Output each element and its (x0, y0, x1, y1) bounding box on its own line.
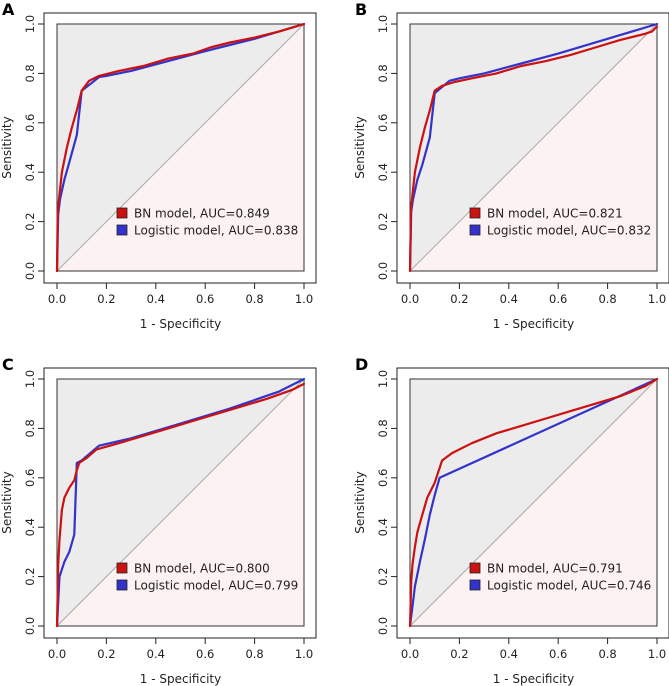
y-tick-label: 0.8 (23, 419, 37, 437)
bn-roc-line (408, 377, 659, 628)
x-tick-label: 1.0 (295, 292, 313, 306)
plot-frame (396, 12, 669, 284)
x-tick-label: 0.0 (48, 647, 66, 661)
x-tick-label: 0.6 (196, 647, 214, 661)
y-tick-label: 0.2 (376, 567, 390, 585)
x-tick-label: 0.2 (450, 647, 468, 661)
legend-logistic-label: Logistic model, AUC=0.746 (487, 579, 651, 593)
y-tick-label: 0.6 (23, 469, 37, 487)
reference-box (409, 23, 658, 272)
x-axis-label: 1 - Specificity (493, 317, 574, 331)
x-tick-label: 0.0 (401, 292, 419, 306)
chance-diagonal (56, 23, 305, 272)
legend-logistic-swatch (116, 579, 128, 591)
x-tick-label: 0.0 (48, 292, 66, 306)
reference-box (409, 378, 658, 627)
x-tick-label: 0.8 (245, 647, 263, 661)
y-tick-label: 0.6 (376, 114, 390, 132)
x-tick-label: 0.2 (450, 292, 468, 306)
chance-diagonal (409, 23, 658, 272)
x-tick-label: 1.0 (648, 647, 666, 661)
y-tick-label: 0.8 (23, 64, 37, 82)
y-tick-label: 0.6 (23, 114, 37, 132)
y-tick-label: 1.0 (376, 370, 390, 388)
panel-letter: C (2, 355, 14, 374)
panel-letter: A (2, 0, 15, 19)
bn-roc-line (408, 25, 659, 273)
panel-b: 0.0 0.2 0.4 0.6 0.8 1.0 0.0 0.2 0.4 0.6 0.8 1.0 1 - … (353, 0, 669, 331)
y-tick-label: 0.0 (23, 262, 37, 280)
legend-bn-label: BN model, AUC=0.821 (487, 207, 623, 221)
x-tick-label: 0.6 (549, 647, 567, 661)
x-axis-label: 1 - Specificity (140, 317, 221, 331)
y-tick-label: 0.0 (376, 262, 390, 280)
legend-logistic-swatch (469, 579, 481, 591)
x-tick-label: 0.6 (196, 292, 214, 306)
chance-diagonal (56, 378, 305, 627)
y-axis-label: Sensitivity (353, 471, 367, 533)
y-tick-label: 0.6 (376, 469, 390, 487)
y-tick-label: 1.0 (23, 15, 37, 33)
bn-roc-line (55, 22, 306, 273)
legend-logistic-swatch (116, 224, 128, 236)
panel-a: 0.0 0.2 0.4 0.6 0.8 1.0 0.0 0.2 0.4 0.6 0.8 1.0 1 - … (0, 0, 317, 331)
bn-roc-line (55, 382, 306, 628)
y-tick-label: 0.4 (376, 518, 390, 536)
y-tick-label: 0.2 (23, 567, 37, 585)
chance-diagonal (409, 378, 658, 627)
legend-logistic-label: Logistic model, AUC=0.832 (487, 224, 651, 238)
legend-logistic-swatch (469, 224, 481, 236)
y-tick-label: 0.2 (376, 212, 390, 230)
panel-d: 0.0 0.2 0.4 0.6 0.8 1.0 0.0 0.2 0.4 0.6 0.8 1.0 1 - … (353, 355, 669, 686)
y-tick-label: 1.0 (23, 370, 37, 388)
y-tick-label: 0.2 (23, 212, 37, 230)
x-tick-label: 0.4 (500, 647, 518, 661)
x-tick-label: 0.8 (598, 647, 616, 661)
x-tick-label: 1.0 (648, 292, 666, 306)
legend-bn-swatch (116, 562, 128, 574)
x-tick-label: 0.4 (500, 292, 518, 306)
plot-frame (43, 12, 317, 284)
x-tick-label: 1.0 (295, 647, 313, 661)
x-tick-label: 0.4 (147, 292, 165, 306)
legend-bn-swatch (116, 207, 128, 219)
legend-bn-swatch (469, 207, 481, 219)
legend-logistic-label: Logistic model, AUC=0.838 (134, 224, 298, 238)
x-tick-label: 0.4 (147, 647, 165, 661)
legend-bn-swatch (469, 562, 481, 574)
y-axis-label: Sensitivity (353, 116, 367, 178)
logistic-roc-line (55, 22, 306, 273)
y-tick-label: 0.0 (376, 617, 390, 635)
x-tick-label: 0.6 (549, 292, 567, 306)
plot-frame (43, 367, 317, 639)
panel-c: 0.0 0.2 0.4 0.6 0.8 1.0 0.0 0.2 0.4 0.6 0.8 1.0 1 - … (0, 355, 317, 686)
y-tick-label: 0.4 (23, 518, 37, 536)
y-tick-label: 0.8 (376, 64, 390, 82)
y-tick-label: 0.8 (376, 419, 390, 437)
x-tick-label: 0.2 (97, 292, 115, 306)
y-tick-label: 1.0 (376, 15, 390, 33)
y-tick-label: 0.4 (23, 163, 37, 181)
x-axis-label: 1 - Specificity (493, 672, 574, 686)
legend-bn-label: BN model, AUC=0.849 (134, 207, 270, 221)
legend-logistic-label: Logistic model, AUC=0.799 (134, 579, 298, 593)
y-tick-label: 0.0 (23, 617, 37, 635)
x-axis-label: 1 - Specificity (140, 672, 221, 686)
y-tick-label: 0.4 (376, 163, 390, 181)
panel-letter: D (355, 355, 368, 374)
y-axis-label: Sensitivity (0, 471, 14, 533)
x-tick-label: 0.0 (401, 647, 419, 661)
reference-box (56, 378, 305, 627)
y-axis-label: Sensitivity (0, 116, 14, 178)
legend-bn-label: BN model, AUC=0.800 (134, 562, 270, 576)
x-tick-label: 0.8 (245, 292, 263, 306)
plot-frame (396, 367, 669, 639)
x-tick-label: 0.8 (598, 292, 616, 306)
panel-letter: B (355, 0, 367, 19)
reference-box (56, 23, 305, 272)
x-tick-label: 0.2 (97, 647, 115, 661)
legend-bn-label: BN model, AUC=0.791 (487, 562, 623, 576)
logistic-roc-line (408, 377, 659, 628)
